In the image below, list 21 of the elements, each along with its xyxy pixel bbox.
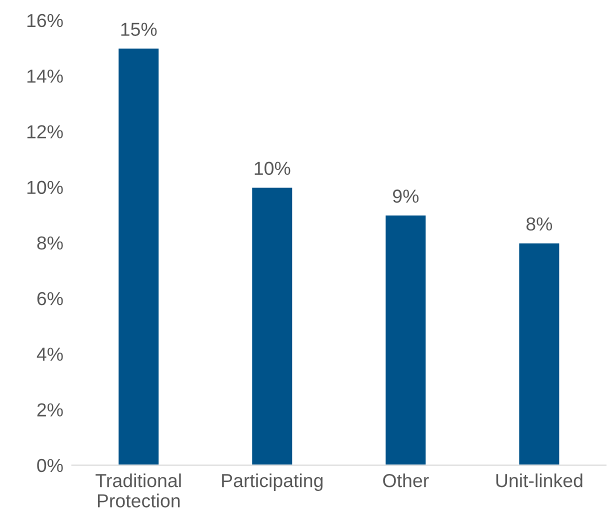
y-tick-label: 16% (27, 14, 63, 28)
x-tick-label: Unit-linked (496, 473, 582, 488)
y-tick-label: 14% (27, 70, 63, 83)
y-tick-label: 8% (37, 236, 63, 250)
data-label: 10% (254, 162, 290, 176)
data-label: 8% (526, 217, 552, 231)
x-tick-label: Traditional Protection (96, 473, 181, 508)
x-tick-label: Other (383, 473, 429, 488)
y-tick-label: 4% (36, 348, 63, 361)
x-tick-label: Participating (222, 473, 323, 491)
bar (250, 186, 294, 466)
y-tick-label: 0% (37, 458, 63, 472)
y-tick-label: 10% (27, 180, 63, 194)
y-tick-label: 12% (27, 125, 63, 138)
bar (384, 214, 428, 466)
data-label: 15% (121, 22, 157, 36)
bar (518, 242, 561, 466)
y-tick-label: 6% (37, 292, 63, 306)
data-label: 9% (393, 190, 419, 203)
y-tick-label: 2% (37, 403, 63, 416)
bar (117, 47, 160, 466)
